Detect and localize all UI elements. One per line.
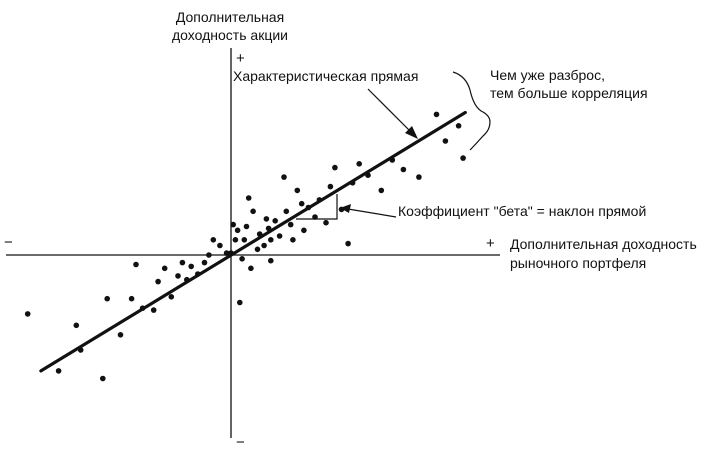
beta-slope-triangle bbox=[296, 194, 338, 220]
data-point bbox=[100, 375, 106, 382]
characteristic-line bbox=[39, 110, 467, 373]
data-point bbox=[356, 161, 363, 167]
data-point bbox=[232, 237, 239, 243]
characteristic-line-pointer bbox=[367, 88, 413, 134]
data-point bbox=[161, 265, 168, 272]
x-axis-label-line1: Дополнительная доходность bbox=[510, 236, 697, 252]
data-point bbox=[323, 219, 329, 226]
y-axis-label-line2: доходность акции bbox=[172, 27, 288, 43]
data-point bbox=[175, 273, 181, 279]
data-point bbox=[239, 255, 245, 262]
data-point bbox=[206, 252, 212, 258]
x-axis-label-line2: рыночного портфеля bbox=[510, 255, 646, 271]
scatter-points bbox=[24, 111, 466, 382]
beta-label: Коэффициент "бета" = наклон прямой bbox=[398, 203, 646, 219]
data-point bbox=[73, 322, 80, 329]
data-point bbox=[400, 166, 407, 173]
data-point bbox=[378, 187, 385, 194]
data-point bbox=[281, 174, 287, 180]
beta-pointer-arrowhead bbox=[340, 204, 351, 213]
data-point bbox=[301, 227, 307, 234]
data-point bbox=[345, 240, 351, 247]
characteristic-line-label: Характеристическая прямая bbox=[233, 68, 418, 84]
data-point bbox=[168, 294, 175, 300]
data-point bbox=[117, 332, 124, 338]
data-point bbox=[298, 200, 305, 207]
data-point bbox=[230, 221, 236, 228]
data-point bbox=[287, 221, 294, 228]
data-point bbox=[442, 138, 449, 144]
data-point bbox=[460, 155, 466, 161]
characteristic-line-pointer-arrowhead bbox=[405, 126, 418, 139]
data-point bbox=[268, 257, 274, 264]
data-point bbox=[179, 259, 186, 266]
data-point bbox=[294, 187, 301, 194]
data-point bbox=[133, 261, 139, 268]
data-point bbox=[24, 311, 31, 317]
data-point bbox=[245, 195, 252, 201]
spread-label-line2: тем больше корреляция bbox=[490, 85, 648, 101]
data-point bbox=[272, 218, 279, 224]
y-axis-plus-sign: + bbox=[236, 50, 245, 67]
data-point bbox=[332, 164, 338, 171]
spread-brace bbox=[452, 71, 491, 151]
data-point bbox=[210, 237, 217, 243]
data-point bbox=[201, 259, 208, 266]
x-axis-plus-sign: + bbox=[486, 235, 495, 252]
data-point bbox=[237, 299, 243, 306]
data-point bbox=[327, 183, 334, 190]
data-point bbox=[250, 208, 256, 215]
y-axis-label-line1: Дополнительная bbox=[176, 9, 284, 25]
data-point bbox=[223, 250, 230, 256]
data-point bbox=[55, 368, 62, 374]
data-point bbox=[248, 265, 254, 272]
data-point bbox=[104, 295, 110, 302]
spread-label-line1: Чем уже разброс, bbox=[490, 67, 605, 83]
data-point bbox=[128, 295, 135, 302]
data-point bbox=[261, 242, 267, 249]
data-point bbox=[416, 174, 422, 180]
data-point bbox=[276, 233, 283, 239]
data-point bbox=[234, 227, 241, 234]
data-point bbox=[290, 237, 296, 243]
data-point bbox=[150, 307, 157, 313]
data-point bbox=[243, 223, 250, 230]
data-point bbox=[283, 208, 290, 215]
data-point bbox=[241, 237, 248, 243]
data-point bbox=[268, 237, 274, 243]
data-point bbox=[254, 246, 261, 253]
beta-pointer bbox=[347, 208, 397, 218]
data-point bbox=[155, 278, 161, 285]
data-point bbox=[433, 111, 440, 118]
data-point bbox=[455, 123, 462, 129]
data-point bbox=[188, 263, 194, 270]
data-point bbox=[217, 242, 223, 249]
x-axis-minus-sign: − bbox=[4, 234, 13, 251]
y-axis-minus-sign: − bbox=[236, 434, 245, 451]
data-point bbox=[263, 216, 270, 222]
